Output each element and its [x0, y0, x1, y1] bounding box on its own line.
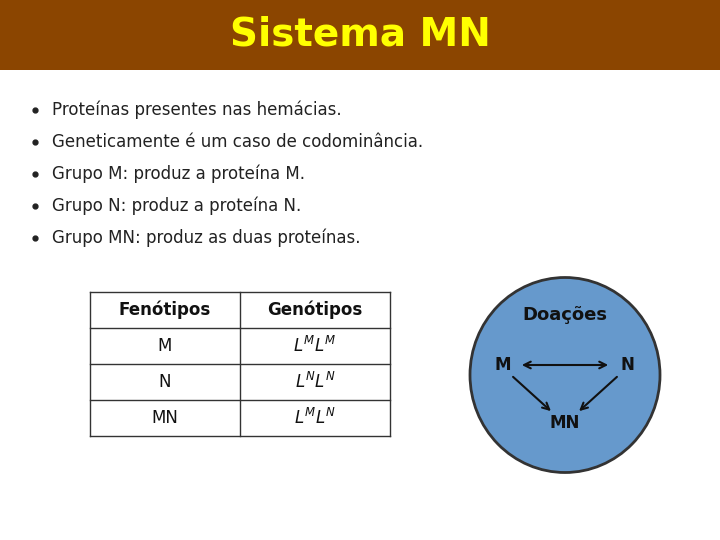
- Text: Grupo M: produz a proteína M.: Grupo M: produz a proteína M.: [52, 165, 305, 183]
- Text: $L^NL^N$: $L^NL^N$: [294, 372, 336, 392]
- Text: $L^ML^M$: $L^ML^M$: [293, 336, 337, 356]
- Ellipse shape: [470, 278, 660, 472]
- Text: $L^ML^N$: $L^ML^N$: [294, 408, 336, 428]
- Bar: [0, 0, 720, 70]
- Text: Grupo MN: produz as duas proteínas.: Grupo MN: produz as duas proteínas.: [52, 229, 361, 247]
- Text: Geneticamente é um caso de codominância.: Geneticamente é um caso de codominância.: [52, 133, 423, 151]
- Text: Grupo N: produz a proteína N.: Grupo N: produz a proteína N.: [52, 197, 301, 215]
- Text: Proteínas presentes nas hemácias.: Proteínas presentes nas hemácias.: [52, 101, 341, 119]
- Text: N: N: [158, 373, 171, 391]
- Text: M: M: [495, 356, 511, 374]
- Text: Doações: Doações: [523, 306, 608, 324]
- Text: N: N: [620, 356, 634, 374]
- Text: MN: MN: [152, 409, 179, 427]
- Text: M: M: [158, 337, 172, 355]
- Text: Fenótipos: Fenótipos: [119, 301, 211, 319]
- Text: MN: MN: [550, 414, 580, 432]
- Text: Genótipos: Genótipos: [267, 301, 363, 319]
- Text: Sistema MN: Sistema MN: [230, 16, 490, 54]
